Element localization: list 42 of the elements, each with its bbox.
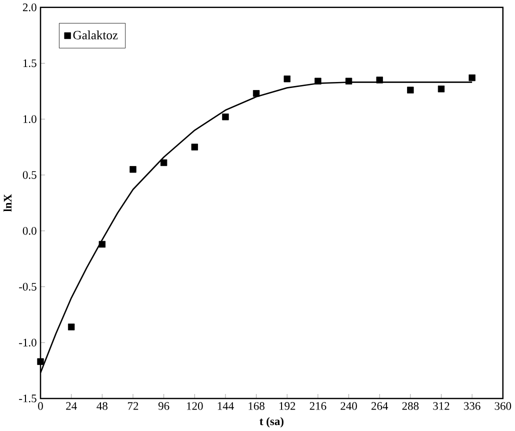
y-tick-label: -1.0 <box>19 338 36 346</box>
x-tick-label: 192 <box>280 402 296 410</box>
x-tick-label: 240 <box>340 402 357 410</box>
point <box>438 86 445 92</box>
y-tick-label: -0.5 <box>19 282 36 291</box>
x-tick-label: 336 <box>464 402 480 410</box>
point <box>376 76 383 84</box>
x-tick-label: 48 <box>96 402 108 410</box>
x-tick-label: 72 <box>128 402 138 410</box>
point <box>345 78 352 84</box>
x-tick-label: 216 <box>310 402 326 410</box>
y-tick-label: 0.0 <box>22 226 36 235</box>
point <box>130 166 136 173</box>
point <box>252 90 260 97</box>
x-tick-label: 288 <box>402 402 419 410</box>
x-tick-label: 264 <box>371 402 388 410</box>
point <box>222 114 229 120</box>
x-tick-label: 96 <box>158 402 170 410</box>
y-tick-label: 2.0 <box>22 3 36 12</box>
y-axis-title: lnX <box>3 194 12 212</box>
x-axis-title: t (sa) <box>260 417 284 428</box>
x-tick-label: 360 <box>494 402 512 410</box>
x-tick-label: 312 <box>433 402 450 410</box>
legend-label: Galaktoz <box>73 30 118 40</box>
point <box>191 144 198 150</box>
x-tick-label: 168 <box>248 402 264 410</box>
point <box>68 324 75 330</box>
point <box>284 76 290 82</box>
x-tick-label: 144 <box>218 402 234 410</box>
y-tick-label: -1.5 <box>19 394 36 402</box>
x-tick-label: 0 <box>38 402 43 410</box>
point <box>407 86 414 94</box>
point <box>468 74 476 82</box>
point <box>160 159 168 166</box>
point <box>98 240 106 248</box>
y-tick-label: 1.5 <box>23 59 36 68</box>
point <box>314 78 322 84</box>
x-tick-label: 24 <box>66 402 77 410</box>
y-tick-label: 1.0 <box>23 115 36 124</box>
x-tick-label: 120 <box>187 402 203 410</box>
y-tick-label: 0.5 <box>22 171 36 179</box>
point <box>37 358 44 365</box>
